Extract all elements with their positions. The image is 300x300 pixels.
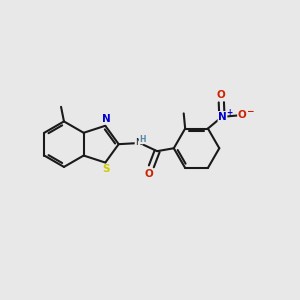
Text: O: O <box>217 90 226 100</box>
Text: S: S <box>102 164 110 174</box>
Text: N: N <box>135 139 142 148</box>
Text: O: O <box>144 169 153 179</box>
Text: +: + <box>226 108 232 117</box>
Text: H: H <box>139 135 146 144</box>
Text: N: N <box>101 114 110 124</box>
Text: N: N <box>218 112 227 122</box>
Text: O: O <box>238 110 246 120</box>
Text: −: − <box>247 107 254 116</box>
